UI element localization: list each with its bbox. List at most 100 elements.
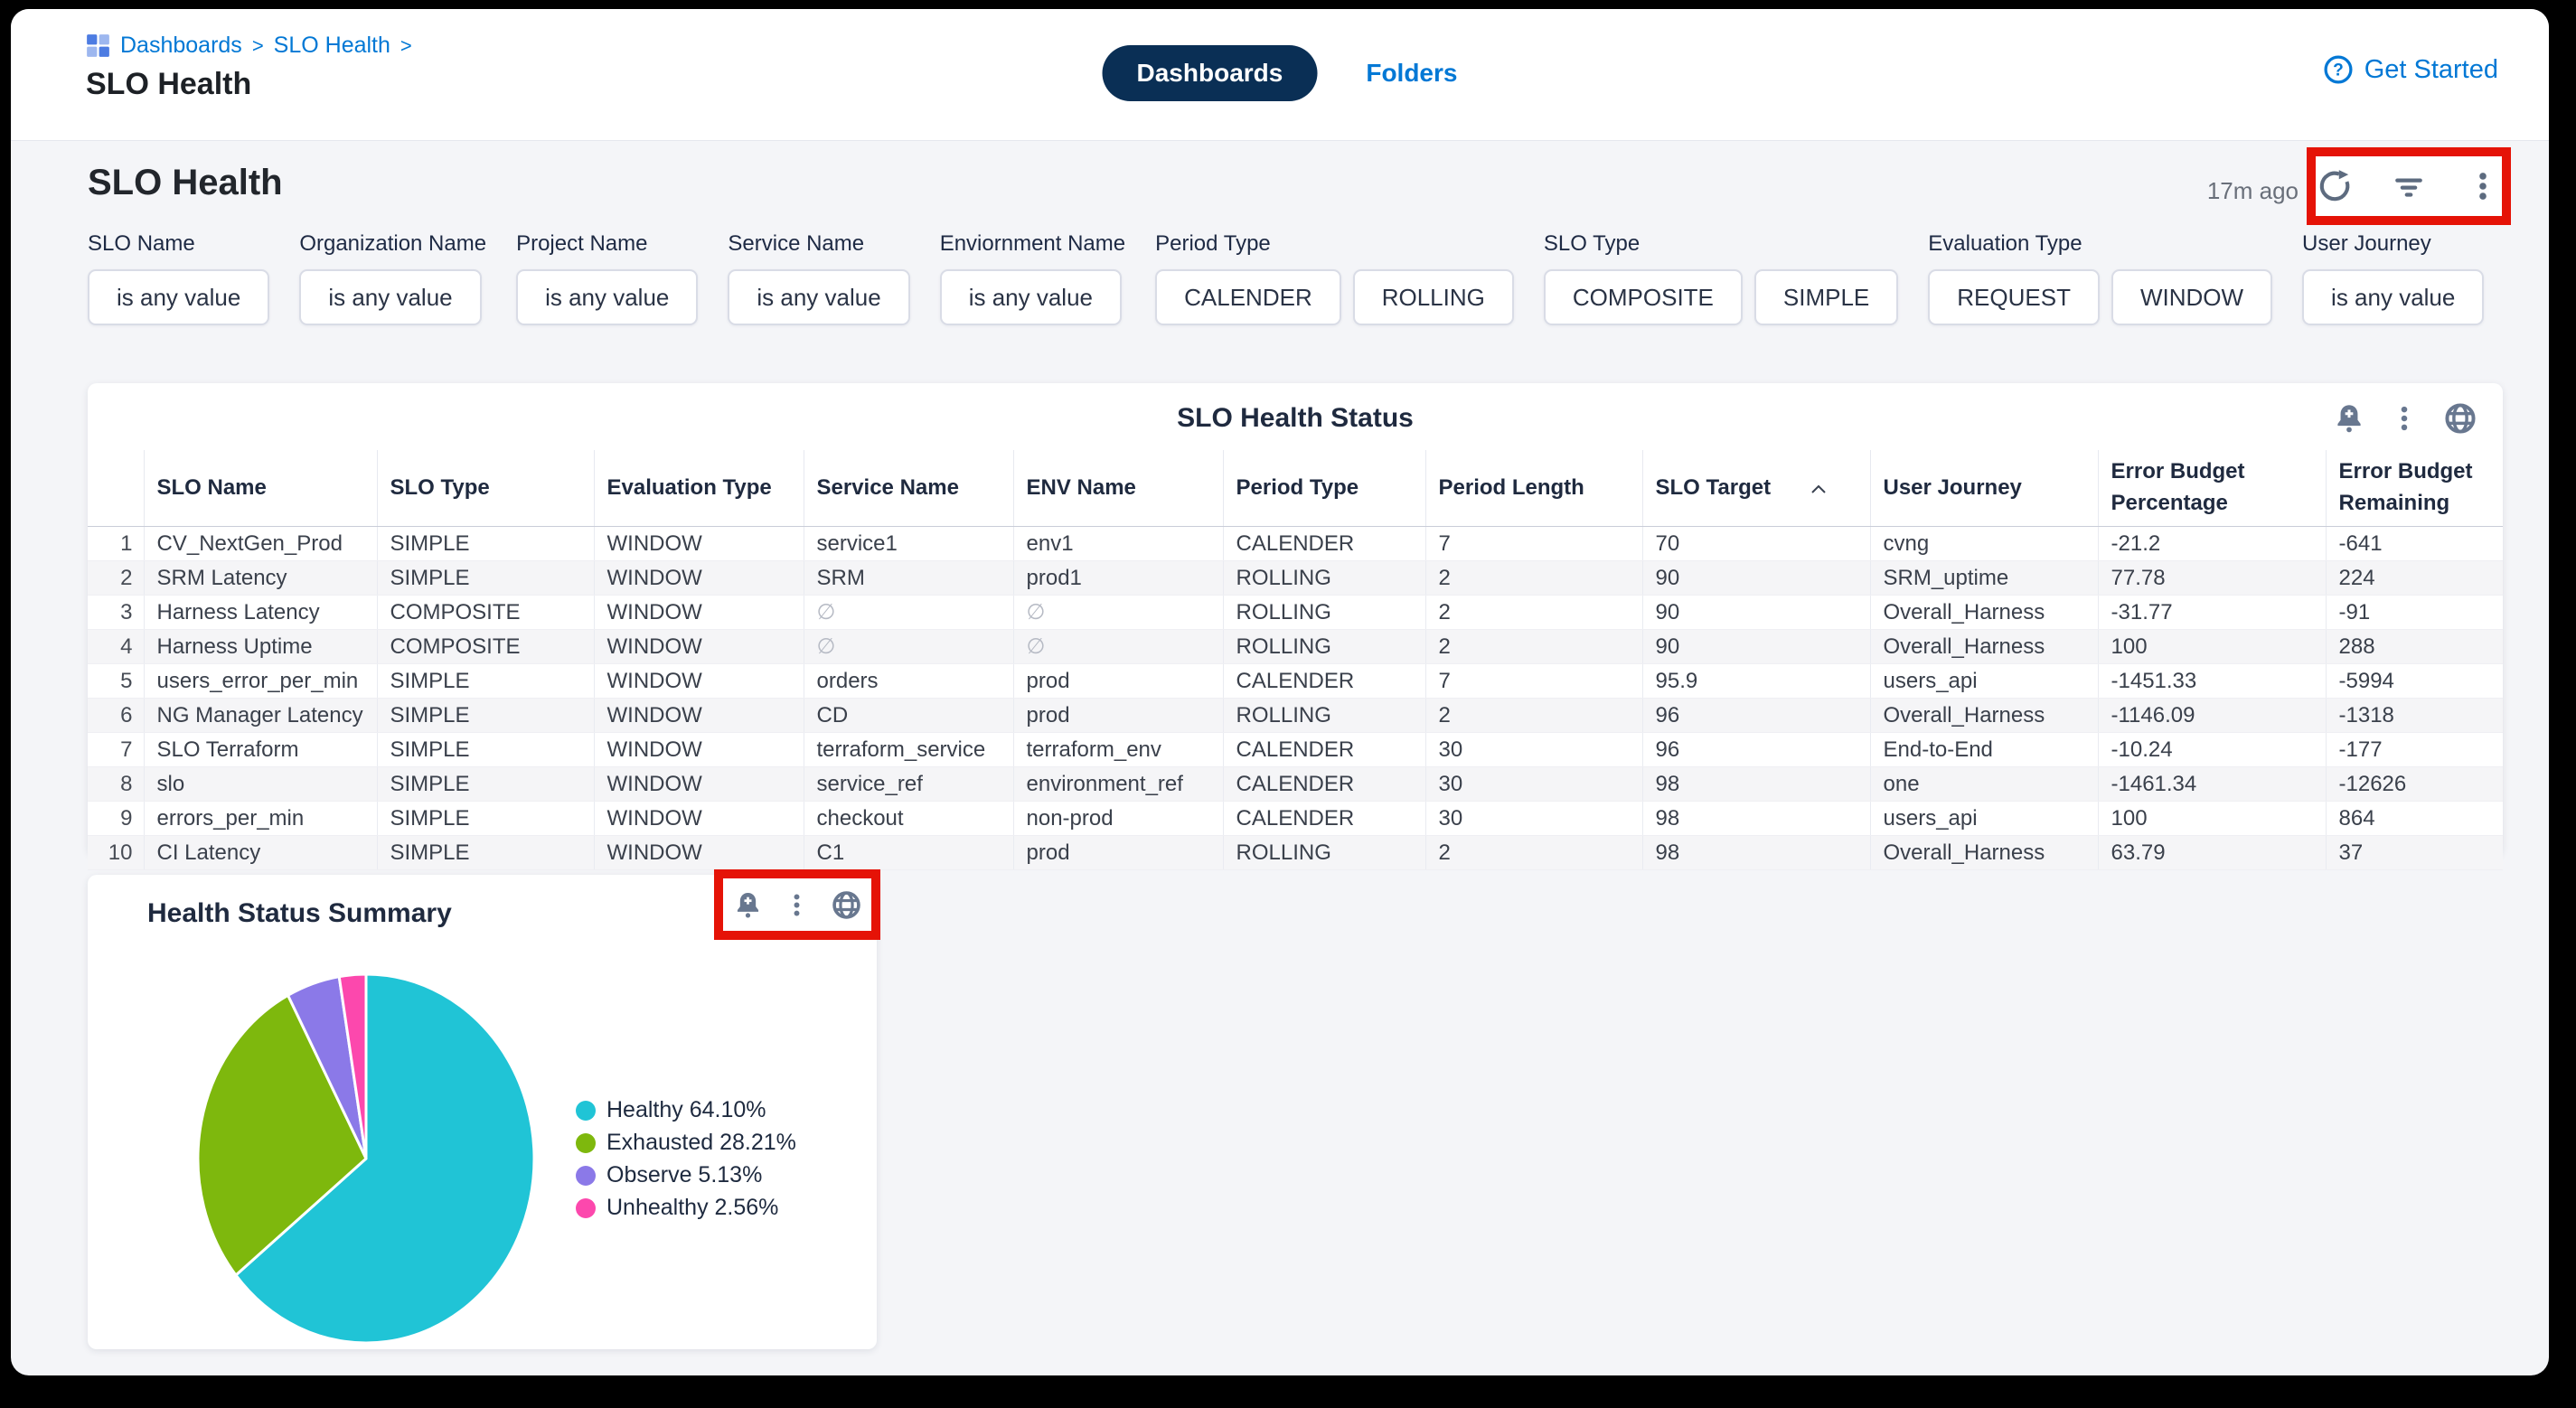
- dashboard-content: SLO Health 17m ago: [11, 141, 2549, 1375]
- filter-group-project-name: Project Name is any value: [516, 231, 699, 325]
- filter-chip[interactable]: is any value: [728, 269, 910, 325]
- table-cell: SRM Latency: [144, 560, 378, 596]
- health-status-summary-card: Health Status Summary: [88, 869, 880, 1349]
- legend-item-healthy[interactable]: Healthy 64.10%: [576, 1097, 796, 1123]
- kebab-menu-icon[interactable]: [2466, 169, 2500, 203]
- dashboard-toolbar-icons: [2317, 169, 2500, 203]
- filter-chip[interactable]: CALENDER: [1155, 269, 1341, 325]
- table-cell: CALENDER: [1223, 801, 1426, 836]
- column-header-user-journey[interactable]: User Journey: [1870, 450, 2099, 527]
- filter-group-user-journey: User Journey is any value: [2302, 231, 2485, 325]
- filter-chip[interactable]: is any value: [939, 269, 1123, 325]
- table-card-icons: [2333, 401, 2477, 436]
- pie-slice-healthy[interactable]: [234, 972, 536, 1345]
- filter-chip[interactable]: is any value: [299, 269, 482, 325]
- column-header-slo-name[interactable]: SLO Name: [144, 450, 378, 527]
- kebab-menu-icon[interactable]: [783, 891, 811, 919]
- table-cell: WINDOW: [594, 526, 804, 561]
- breadcrumb-separator: >: [251, 33, 264, 57]
- column-header-label: Error Budget Percentage: [2111, 459, 2245, 515]
- filter-chip[interactable]: REQUEST: [1928, 269, 2100, 325]
- column-header-evaluation-type[interactable]: Evaluation Type: [594, 450, 804, 527]
- table-cell: 70: [1642, 526, 1871, 561]
- table-cell: 2: [1425, 560, 1643, 596]
- table-cell: -12626: [2326, 766, 2503, 802]
- bell-plus-icon[interactable]: [733, 890, 763, 920]
- table-cell: prod: [1013, 663, 1224, 699]
- table-cell: ∅: [804, 629, 1014, 664]
- table-cell: ∅: [1013, 595, 1224, 630]
- table-cell: CALENDER: [1223, 663, 1426, 699]
- kebab-menu-icon[interactable]: [2389, 403, 2420, 434]
- table-cell: WINDOW: [594, 835, 804, 870]
- column-header-row-number: [88, 450, 145, 527]
- slo-health-status-card: SLO Health Status: [88, 383, 2503, 870]
- table-row: 5 users_error_per_min SIMPLE WINDOW orders pr…: [88, 663, 2503, 699]
- table-cell: 30: [1425, 801, 1643, 836]
- column-header-slo-target[interactable]: SLO Target: [1642, 450, 1871, 527]
- table-cell: 864: [2326, 801, 2503, 836]
- column-header-period-length[interactable]: Period Length: [1425, 450, 1643, 527]
- filter-group-enviornment-name: Enviornment Name is any value: [939, 231, 1126, 325]
- filter-chip[interactable]: ROLLING: [1352, 269, 1514, 325]
- legend-item-observe[interactable]: Observe 5.13%: [576, 1162, 796, 1188]
- row-number: 4: [88, 629, 145, 664]
- column-header-error-budget-remaining[interactable]: Error Budget Remaining: [2326, 450, 2503, 527]
- pie-slice-unhealthy[interactable]: [337, 972, 368, 1160]
- table-cell: ∅: [804, 595, 1014, 630]
- table-cell: non-prod: [1013, 801, 1224, 836]
- legend-color-dot: [576, 1165, 596, 1186]
- column-header-label: SLO Type: [390, 474, 490, 500]
- table-row: 8 slo SIMPLE WINDOW service_ref environment_r…: [88, 766, 2503, 802]
- column-header-slo-type[interactable]: SLO Type: [377, 450, 595, 527]
- column-header-label: Period Type: [1236, 474, 1359, 500]
- filter-label: Project Name: [516, 231, 648, 256]
- pie-slice-exhausted[interactable]: [196, 993, 368, 1277]
- column-header-service-name[interactable]: Service Name: [804, 450, 1014, 527]
- filter-label: Evaluation Type: [1928, 231, 2082, 256]
- breadcrumb-link-slo-health[interactable]: SLO Health: [273, 33, 390, 58]
- tab-dashboards[interactable]: Dashboards: [1102, 45, 1318, 101]
- filter-chip[interactable]: WINDOW: [2111, 269, 2273, 325]
- get-started-link[interactable]: ? Get Started: [2323, 54, 2498, 85]
- breadcrumb-link-dashboards[interactable]: Dashboards: [120, 33, 242, 58]
- table-cell: WINDOW: [594, 595, 804, 630]
- table-row: 3 Harness Latency COMPOSITE WINDOW ∅ ∅ ROLLING…: [88, 595, 2503, 630]
- filter-icon[interactable]: [2392, 169, 2426, 203]
- filter-chip[interactable]: is any value: [2302, 269, 2485, 325]
- refresh-icon[interactable]: [2317, 169, 2352, 203]
- table-cell: 90: [1642, 560, 1871, 596]
- table-cell: ROLLING: [1223, 835, 1426, 870]
- table-cell: WINDOW: [594, 766, 804, 802]
- table-cell: 2: [1425, 835, 1643, 870]
- table-cell: users_error_per_min: [144, 663, 378, 699]
- row-number: 8: [88, 766, 145, 802]
- question-circle-icon: ?: [2324, 55, 2353, 84]
- sort-asc-icon: [1811, 484, 1826, 493]
- filter-chip[interactable]: COMPOSITE: [1543, 269, 1743, 325]
- legend-item-exhausted[interactable]: Exhausted 28.21%: [576, 1130, 796, 1156]
- filter-chip[interactable]: SIMPLE: [1753, 269, 1899, 325]
- tab-folders[interactable]: Folders: [1366, 59, 1458, 87]
- filter-bar: SLO Name is any value Organization Name is …: [88, 231, 2485, 325]
- filter-chip[interactable]: is any value: [88, 269, 270, 325]
- row-number: 3: [88, 595, 145, 630]
- table-cell: 2: [1425, 595, 1643, 630]
- column-header-env-name[interactable]: ENV Name: [1013, 450, 1224, 527]
- table-cell: SIMPLE: [377, 560, 595, 596]
- legend-item-unhealthy[interactable]: Unhealthy 2.56%: [576, 1195, 796, 1221]
- filter-label: Enviornment Name: [939, 231, 1126, 256]
- table-cell: -10.24: [2098, 732, 2327, 767]
- table-cell: WINDOW: [594, 732, 804, 767]
- table-cell: -31.77: [2098, 595, 2327, 630]
- table-cell: 95.9: [1642, 663, 1871, 699]
- column-header-period-type[interactable]: Period Type: [1223, 450, 1426, 527]
- globe-icon[interactable]: [2443, 401, 2477, 436]
- globe-icon[interactable]: [831, 889, 862, 921]
- column-header-error-budget-percentage[interactable]: Error Budget Percentage: [2098, 450, 2327, 527]
- health-status-pie-chart: [196, 972, 536, 1345]
- filter-chip[interactable]: is any value: [516, 269, 699, 325]
- table-cell: env1: [1013, 526, 1224, 561]
- bell-plus-icon[interactable]: [2333, 402, 2365, 435]
- filter-group-organization-name: Organization Name is any value: [299, 231, 486, 325]
